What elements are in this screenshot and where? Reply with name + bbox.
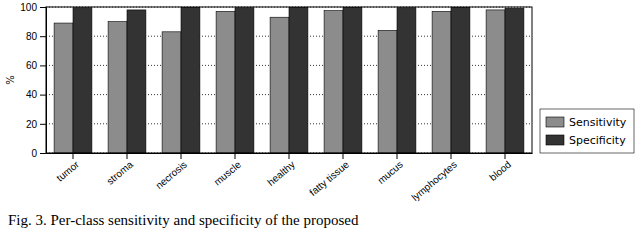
bar bbox=[505, 8, 524, 153]
y-tick: 60 bbox=[26, 60, 46, 71]
x-tick-label: stroma bbox=[105, 158, 136, 186]
y-tick: 40 bbox=[26, 89, 46, 100]
x-tick: muscle bbox=[212, 153, 244, 188]
bar bbox=[162, 32, 181, 153]
y-tick-label: 100 bbox=[20, 2, 37, 13]
legend: Sensitivity Specificity bbox=[540, 109, 634, 153]
bar bbox=[73, 8, 92, 153]
y-tick-label: 0 bbox=[31, 148, 37, 159]
y-axis-line bbox=[46, 8, 47, 154]
y-tick: 100 bbox=[20, 2, 46, 13]
y-tick-label: 40 bbox=[26, 89, 38, 100]
legend-swatch bbox=[546, 117, 564, 127]
x-tick: mucus bbox=[375, 153, 405, 186]
legend-label: Specificity bbox=[569, 134, 626, 147]
y-tick-label: 80 bbox=[26, 31, 38, 42]
x-tick: tumor bbox=[54, 153, 81, 184]
y-tick-mark bbox=[40, 124, 46, 125]
y-tick-mark bbox=[40, 7, 46, 8]
x-tick-label: healthy bbox=[265, 159, 297, 188]
y-tick-label: 20 bbox=[26, 119, 38, 130]
grid bbox=[46, 7, 532, 153]
legend-item: Specificity bbox=[546, 134, 626, 147]
bar bbox=[54, 23, 73, 153]
x-axis: tumor stroma necrosis muscle healthy fatty ti… bbox=[47, 153, 533, 203]
bar bbox=[397, 8, 416, 153]
bar bbox=[378, 30, 397, 153]
legend-box bbox=[540, 109, 634, 153]
y-tick: 0 bbox=[31, 148, 46, 159]
caption: Fig. 3. Per-class sensitivity and specif… bbox=[8, 212, 359, 228]
y-tick-mark bbox=[40, 36, 46, 37]
bar bbox=[181, 7, 200, 153]
bar bbox=[343, 7, 362, 153]
bar bbox=[324, 11, 343, 153]
y-tick: 20 bbox=[26, 119, 46, 130]
y-tick-label: 60 bbox=[26, 60, 38, 71]
bar bbox=[108, 22, 127, 153]
y-tick-mark bbox=[40, 153, 46, 154]
x-tick: fatty tissue bbox=[307, 153, 351, 198]
x-tick-label: tumor bbox=[54, 158, 81, 183]
plot: 0 20 40 60 80 100 tumor stroma necrosis muscle hea… bbox=[20, 2, 532, 203]
x-tick: blood bbox=[487, 153, 513, 183]
x-tick-label: blood bbox=[487, 159, 513, 183]
x-tick-label: muscle bbox=[212, 158, 244, 187]
bar bbox=[451, 7, 470, 153]
legend-label: Sensitivity bbox=[569, 116, 627, 129]
x-tick-label: fatty tissue bbox=[307, 158, 351, 197]
bar bbox=[235, 8, 254, 153]
y-tick-mark bbox=[40, 65, 46, 66]
frame bbox=[46, 7, 532, 153]
y-axis-title: % bbox=[5, 75, 16, 85]
legend-swatch bbox=[546, 135, 564, 145]
bar bbox=[486, 10, 505, 153]
bar bbox=[432, 11, 451, 153]
x-tick-label: lymphocytes bbox=[409, 159, 459, 203]
x-tick: necrosis bbox=[153, 153, 189, 191]
x-tick: healthy bbox=[265, 153, 297, 188]
legend-item: Sensitivity bbox=[546, 116, 627, 129]
bar bbox=[127, 10, 146, 153]
x-tick: lymphocytes bbox=[409, 153, 459, 203]
bars bbox=[54, 7, 524, 153]
x-tick-label: necrosis bbox=[153, 159, 189, 191]
x-tick-label: mucus bbox=[375, 159, 405, 186]
x-tick: stroma bbox=[105, 153, 136, 187]
bar bbox=[216, 11, 235, 153]
chart: 0 20 40 60 80 100 tumor stroma necrosis muscle hea… bbox=[0, 0, 640, 233]
bar bbox=[289, 7, 308, 153]
y-tick: 80 bbox=[26, 31, 46, 42]
y-tick-mark bbox=[40, 95, 46, 96]
bar bbox=[270, 17, 289, 153]
y-axis: 0 20 40 60 80 100 bbox=[20, 2, 46, 159]
